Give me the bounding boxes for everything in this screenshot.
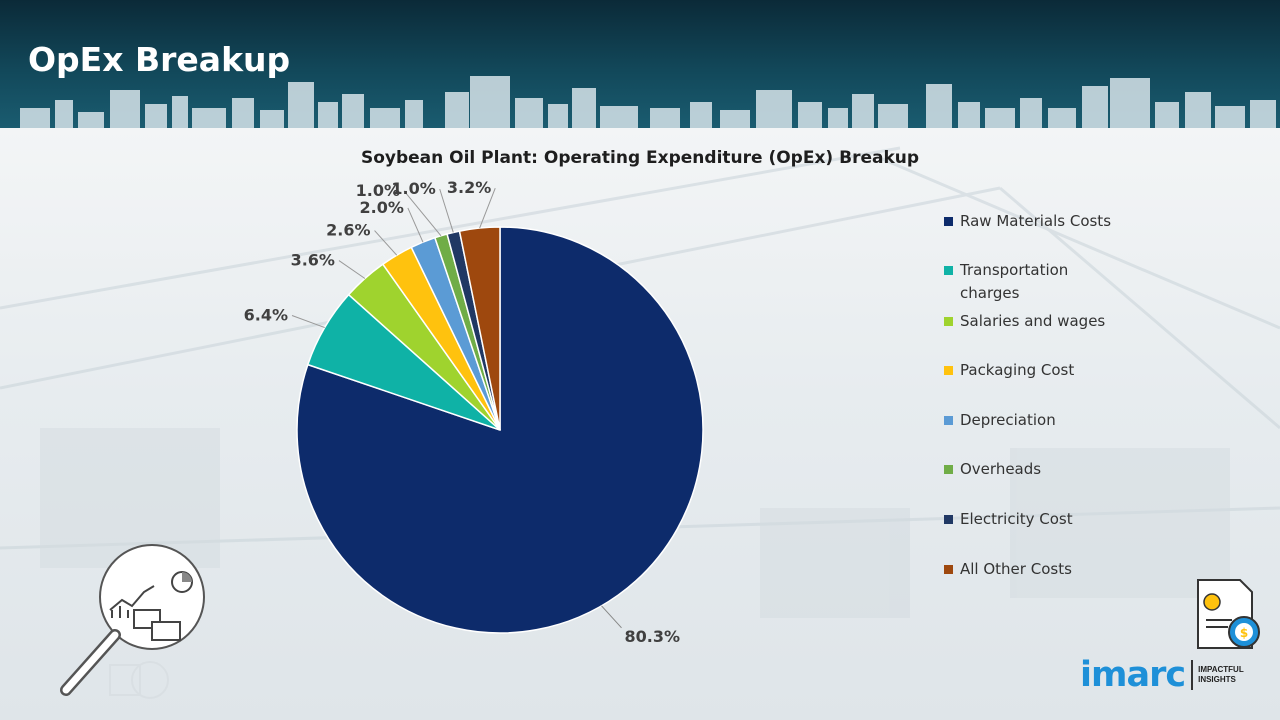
legend-label: Transportation charges <box>960 261 1069 302</box>
legend-label: All Other Costs <box>960 560 1072 578</box>
svg-text:$: $ <box>1240 626 1248 640</box>
logo-tagline: IMPACTFUL INSIGHTS <box>1198 665 1244 685</box>
data-label: 2.6% <box>326 221 370 240</box>
data-label: 1.0% <box>391 179 435 198</box>
legend-swatch <box>944 565 953 574</box>
chart-title-text: Soybean Oil Plant: Operating Expenditure… <box>360 148 920 168</box>
legend-swatch <box>944 416 953 425</box>
data-label: 1.0% <box>356 181 400 200</box>
logo-divider <box>1191 660 1194 690</box>
leader-line <box>374 230 398 256</box>
leader-line <box>407 207 424 243</box>
leader-line <box>291 315 325 329</box>
legend-label: Depreciation <box>960 411 1056 429</box>
legend-label: Overheads <box>960 460 1042 478</box>
data-label: 80.3% <box>625 627 681 646</box>
data-label: 3.2% <box>447 178 491 197</box>
leader-line <box>439 188 454 233</box>
legend-label: Electricity Cost <box>960 510 1073 528</box>
legend-item: Transportation charges <box>944 259 1134 305</box>
data-label: 2.0% <box>359 198 403 217</box>
legend-label: Raw Materials Costs <box>960 212 1112 230</box>
legend-label: Salaries and wages <box>960 312 1106 330</box>
legend-swatch <box>944 217 953 226</box>
logo-tagline-2: INSIGHTS <box>1198 675 1236 684</box>
chart-title: Soybean Oil Plant: Operating Expenditure… <box>0 148 1280 168</box>
leader-line <box>403 190 442 237</box>
magnifier-analytics-icon <box>60 544 205 699</box>
legend-swatch <box>944 317 953 326</box>
header-banner: OpEx Breakup <box>0 0 1280 128</box>
data-label: 6.4% <box>244 305 288 324</box>
legend-label: Packaging Cost <box>960 361 1075 379</box>
city-skyline-graphic <box>20 76 1276 128</box>
legend-item: All Other Costs <box>944 558 1134 581</box>
legend-item: Depreciation <box>944 409 1134 432</box>
imarc-logo: imarc IMPACTFUL INSIGHTS <box>1080 655 1244 695</box>
logo-tagline-1: IMPACTFUL <box>1198 665 1244 674</box>
logo-wordmark: imarc <box>1080 655 1186 695</box>
legend-item: Raw Materials Costs <box>944 210 1134 233</box>
leader-line <box>479 187 496 229</box>
legend-item: Overheads <box>944 458 1134 481</box>
leader-line <box>601 605 622 629</box>
data-label: 3.6% <box>291 251 335 270</box>
legend-swatch <box>944 515 953 524</box>
leader-line <box>338 260 366 279</box>
page-title: OpEx Breakup <box>28 40 291 79</box>
legend-item: Salaries and wages <box>944 310 1134 333</box>
legend-swatch <box>944 465 953 474</box>
legend-swatch <box>944 366 953 375</box>
invoice-gear-icon: $ <box>1197 579 1260 649</box>
factory-background-graphic <box>0 146 1280 618</box>
legend-item: Electricity Cost <box>944 508 1134 531</box>
legend-swatch <box>944 266 953 275</box>
legend-item: Packaging Cost <box>944 359 1134 382</box>
